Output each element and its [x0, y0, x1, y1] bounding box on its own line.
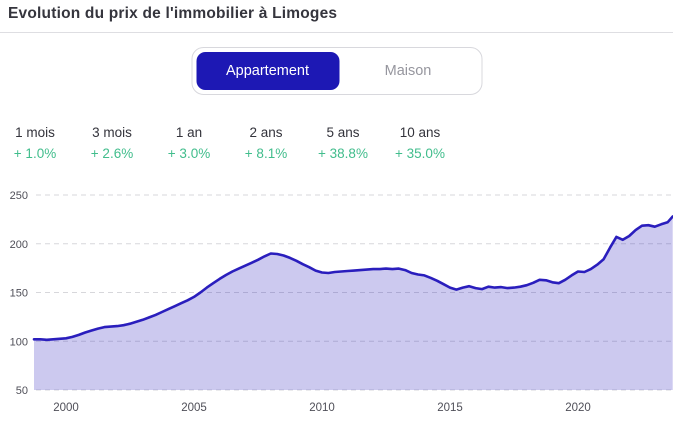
- price-chart-svg: 250 200 150 100 50 2000 2005 2010 2015 2…: [10, 190, 673, 414]
- property-type-toggle: Appartement Maison: [191, 47, 482, 95]
- x-tick-2015: 2015: [437, 402, 463, 414]
- stat-label: 3 mois: [92, 125, 132, 140]
- stat-label: 10 ans: [399, 125, 441, 140]
- y-axis-labels: 250 200 150 100 50: [10, 190, 28, 397]
- page-title: Evolution du prix de l'immobilier à Limo…: [8, 5, 338, 22]
- stat-5-ans: 5 ans + 38.8%: [318, 124, 368, 162]
- stat-3-mois: 3 mois + 2.6%: [87, 124, 137, 162]
- stat-value: + 2.6%: [90, 146, 134, 161]
- gridlines: [36, 194, 673, 391]
- stat-2-ans: 2 ans + 8.1%: [241, 124, 291, 162]
- stat-value: + 1.0%: [13, 146, 57, 161]
- price-line: [32, 215, 673, 342]
- x-tick-2005: 2005: [181, 402, 207, 414]
- stat-label: 2 ans: [249, 125, 283, 140]
- x-tick-2010: 2010: [309, 402, 335, 414]
- y-tick-250: 250: [10, 190, 28, 202]
- stat-label: 1 mois: [15, 125, 55, 140]
- title-divider: [0, 32, 673, 33]
- stat-value: + 3.0%: [167, 146, 211, 161]
- x-axis-labels: 2000 2005 2010 2015 2020: [53, 402, 591, 414]
- tab-maison[interactable]: Maison: [339, 52, 477, 90]
- stat-1-an: 1 an + 3.0%: [164, 124, 214, 162]
- y-tick-50: 50: [16, 385, 28, 397]
- stat-value: + 8.1%: [244, 146, 288, 161]
- y-tick-150: 150: [10, 288, 28, 300]
- stat-label: 5 ans: [326, 125, 360, 140]
- stat-1-mois: 1 mois + 1.0%: [10, 124, 60, 162]
- x-tick-2020: 2020: [565, 402, 591, 414]
- y-tick-200: 200: [10, 239, 28, 251]
- stat-value: + 35.0%: [395, 146, 445, 161]
- price-evolution-stats: 1 mois + 1.0% 3 mois + 2.6% 1 an + 3.0% …: [10, 124, 445, 162]
- price-history-chart: 250 200 150 100 50 2000 2005 2010 2015 2…: [0, 175, 673, 422]
- tab-appartement[interactable]: Appartement: [196, 52, 339, 90]
- stat-label: 1 an: [175, 125, 203, 140]
- y-tick-100: 100: [10, 336, 28, 348]
- price-area-fill: [34, 216, 673, 390]
- stat-value: + 38.8%: [318, 146, 368, 161]
- x-tick-2000: 2000: [53, 402, 79, 414]
- stat-10-ans: 10 ans + 35.0%: [395, 124, 445, 162]
